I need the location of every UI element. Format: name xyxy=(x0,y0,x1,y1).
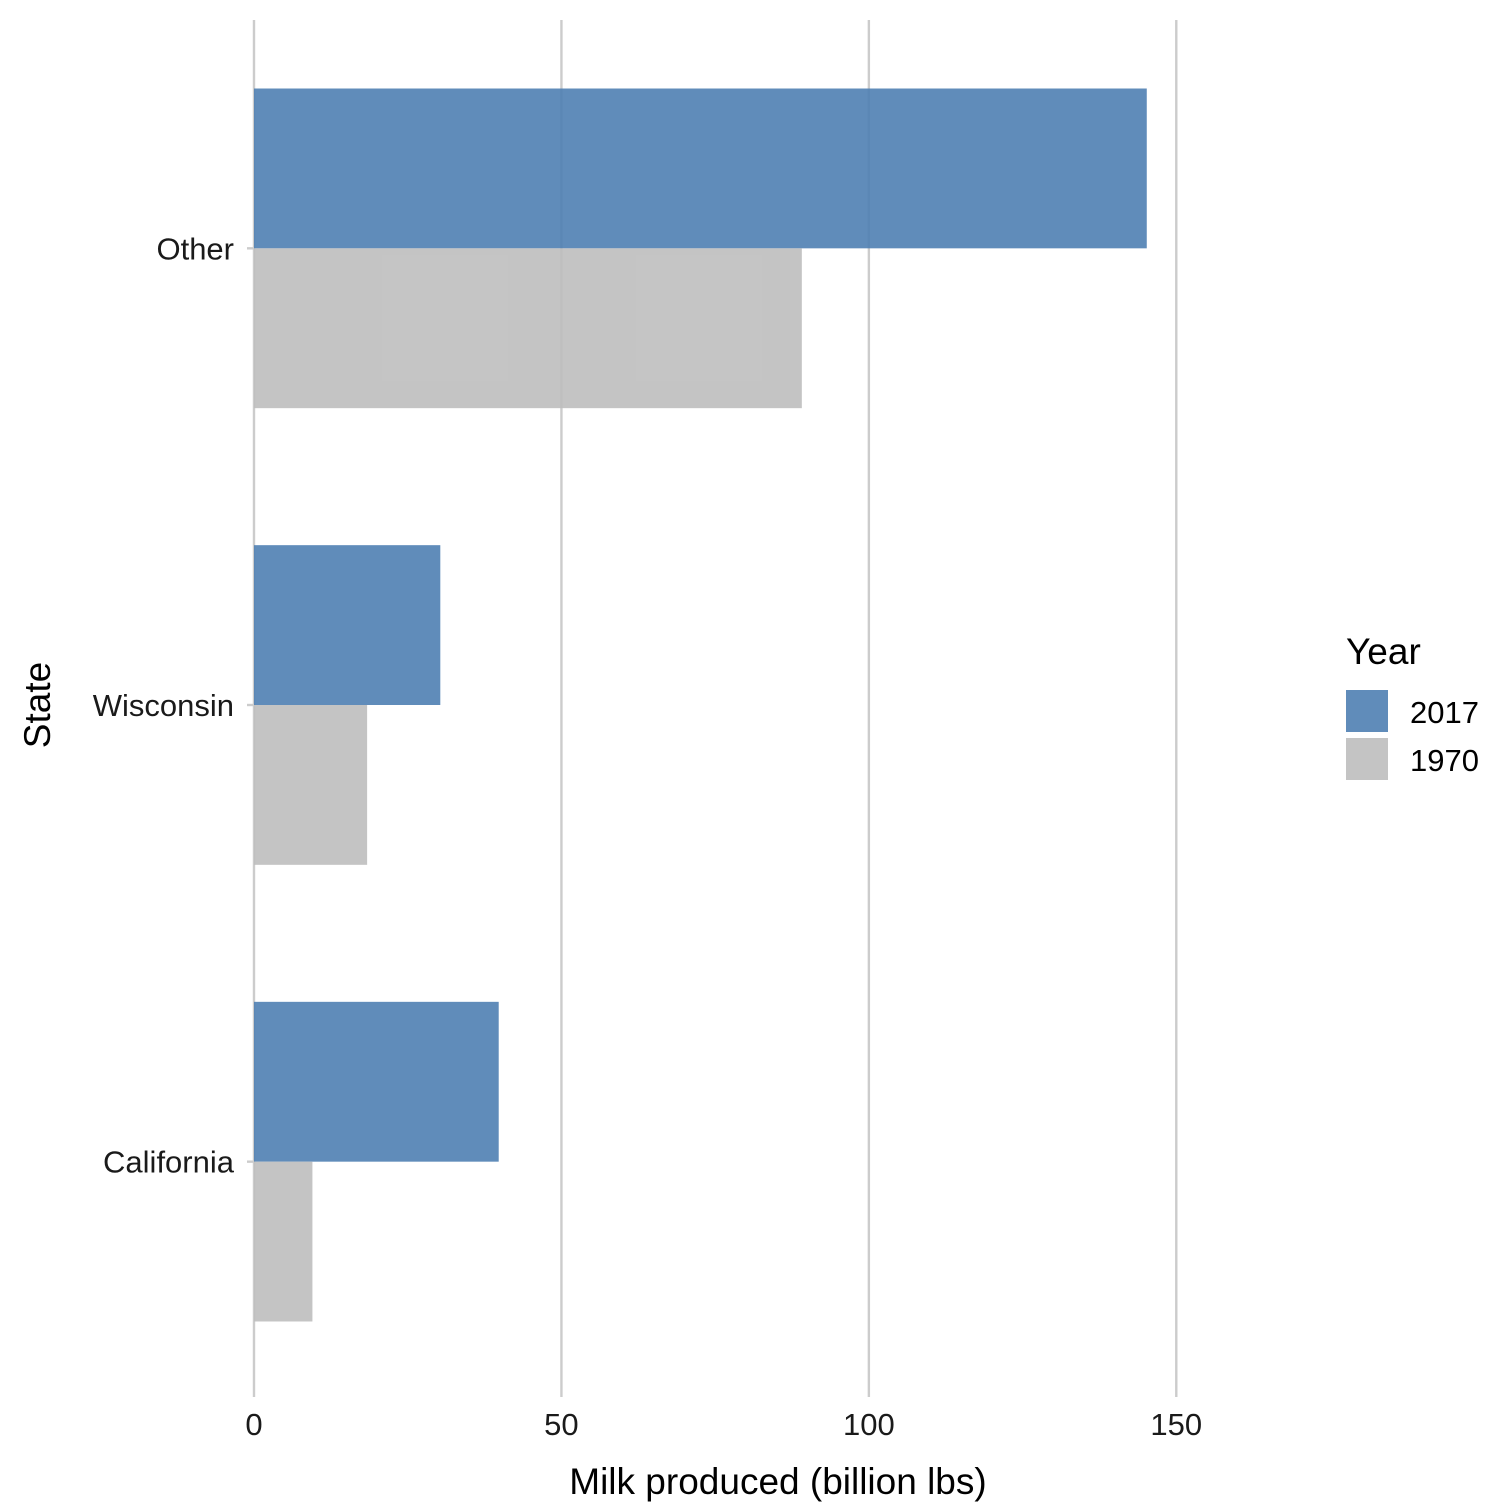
x-axis-title: Milk produced (billion lbs) xyxy=(569,1461,986,1502)
bar-wisconsin-2017 xyxy=(254,545,441,705)
x-tick-label-100: 100 xyxy=(843,1407,895,1442)
legend-label-2017: 2017 xyxy=(1410,695,1479,730)
y-tick-label-california: California xyxy=(103,1145,235,1180)
y-axis-ticks: Other Wisconsin California xyxy=(93,231,254,1180)
legend-title: Year xyxy=(1346,631,1421,672)
bar-other-1970 xyxy=(254,248,802,409)
legend: Year 2017 1970 xyxy=(1346,631,1479,780)
y-tick-label-other: Other xyxy=(156,231,234,266)
x-tick-label-150: 150 xyxy=(1150,1407,1202,1442)
y-axis-title: State xyxy=(17,662,58,748)
bar-california-2017 xyxy=(254,1001,499,1162)
bar-wisconsin-1970 xyxy=(254,705,368,865)
x-tick-label-0: 0 xyxy=(245,1407,262,1442)
bar-california-1970 xyxy=(254,1161,313,1322)
y-tick-label-wisconsin: Wisconsin xyxy=(93,688,234,723)
x-tick-label-50: 50 xyxy=(544,1407,578,1442)
bar-other-2017 xyxy=(254,88,1147,249)
legend-swatch-1970 xyxy=(1346,738,1388,780)
legend-label-1970: 1970 xyxy=(1410,743,1479,778)
legend-swatch-2017 xyxy=(1346,690,1388,732)
bars xyxy=(254,88,1147,1322)
x-axis-ticks: 0 50 100 150 xyxy=(245,1390,1202,1442)
